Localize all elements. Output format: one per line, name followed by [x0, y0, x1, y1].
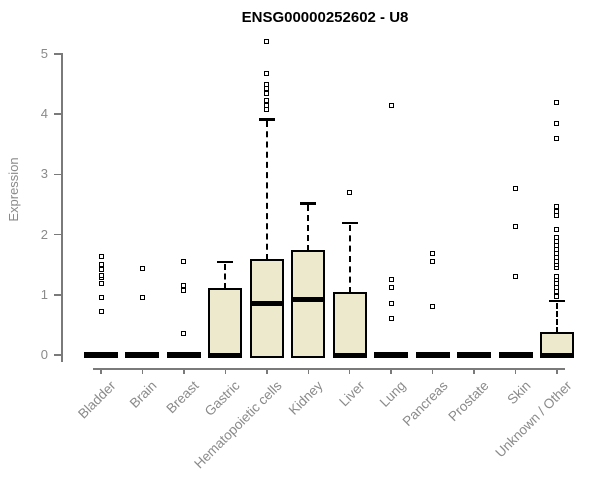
x-tick-mark	[266, 368, 268, 374]
boxplot-flat-box	[498, 352, 533, 358]
boxplot-box	[249, 258, 284, 358]
x-axis-line	[93, 368, 565, 370]
x-tick-mark	[431, 368, 434, 374]
boxplot-flat-box	[125, 352, 160, 358]
outlier-point	[388, 285, 394, 291]
outlier-point	[139, 294, 145, 300]
x-tick-mark	[307, 368, 309, 374]
whisker-line	[224, 263, 227, 289]
y-tick-label: 3	[40, 166, 48, 182]
outlier-point	[98, 262, 104, 268]
outlier-point	[264, 107, 270, 113]
y-tick-mark	[54, 173, 61, 176]
outlier-point	[98, 281, 104, 287]
outlier-point	[554, 120, 560, 126]
y-tick-label: 4	[40, 106, 48, 122]
whisker-cap	[300, 202, 317, 205]
x-tick-mark	[100, 368, 102, 374]
outlier-point	[430, 304, 436, 310]
median-line	[291, 296, 326, 302]
boxplot-flat-box	[374, 352, 409, 358]
x-tick-mark	[224, 368, 227, 374]
outlier-point	[98, 295, 104, 301]
outlier-point	[139, 265, 145, 271]
outlier-point	[98, 309, 104, 315]
outlier-point	[554, 227, 560, 233]
outlier-point	[181, 288, 187, 294]
outlier-point	[98, 253, 104, 259]
boxplot-flat-box	[457, 352, 492, 358]
outlier-point	[430, 259, 436, 265]
x-tick-mark	[390, 368, 392, 374]
y-tick-mark	[54, 233, 61, 236]
boxplot-flat-box	[84, 352, 118, 358]
outlier-point	[430, 251, 436, 257]
outlier-point	[181, 331, 187, 337]
outlier-point	[264, 97, 270, 103]
outlier-point	[98, 267, 104, 273]
x-tick-mark	[348, 368, 351, 374]
outlier-point	[554, 274, 560, 280]
outlier-point	[98, 273, 104, 279]
whisker-line	[348, 224, 351, 293]
outlier-point	[388, 277, 394, 283]
median-line	[249, 300, 284, 306]
x-tick-mark	[514, 368, 517, 374]
whisker-line	[307, 205, 310, 252]
outlier-point	[513, 274, 518, 280]
outlier-point	[554, 235, 560, 241]
whisker-cap	[258, 118, 275, 121]
boxplot-box	[332, 291, 367, 358]
outlier-point	[513, 224, 518, 230]
whisker-line	[555, 302, 558, 333]
y-axis-line	[61, 53, 63, 362]
outlier-point	[554, 203, 560, 209]
outlier-point	[388, 316, 394, 322]
whisker-cap	[548, 299, 565, 303]
y-tick-label: 5	[40, 46, 48, 61]
y-tick-mark	[54, 113, 61, 115]
x-tick-mark	[141, 368, 144, 374]
boxplot-box	[291, 250, 326, 358]
y-tick-label: 2	[40, 226, 48, 242]
outlier-point	[513, 185, 518, 191]
whisker-cap	[341, 221, 358, 225]
x-tick-mark	[556, 368, 558, 374]
x-tick-mark	[473, 368, 475, 374]
boxplot-box	[208, 287, 243, 358]
y-tick-label: 0	[40, 347, 48, 362]
outlier-point	[554, 99, 560, 105]
y-tick-mark	[54, 294, 61, 296]
outlier-point	[388, 300, 394, 306]
outlier-point	[264, 81, 270, 87]
y-tick-mark	[54, 53, 61, 55]
chart-title: ENSG00000252602 - U8	[241, 9, 409, 26]
outlier-point	[264, 39, 270, 45]
median-line	[539, 352, 574, 358]
boxplot-flat-box	[415, 352, 450, 358]
y-tick-mark	[54, 354, 61, 356]
median-line	[332, 352, 367, 358]
outlier-point	[554, 208, 560, 214]
outlier-point	[388, 102, 394, 108]
outlier-point	[264, 102, 270, 108]
whisker-cap	[217, 260, 234, 264]
y-tick-label: 1	[40, 286, 48, 302]
outlier-point	[181, 282, 187, 288]
x-tick-mark	[183, 368, 185, 374]
median-line	[208, 352, 243, 358]
whisker-line	[265, 121, 268, 260]
outlier-point	[181, 258, 187, 264]
outlier-point	[347, 189, 353, 195]
outlier-point	[554, 135, 560, 141]
boxplot-flat-box	[166, 352, 201, 358]
outlier-point	[264, 86, 270, 92]
outlier-point	[264, 70, 270, 76]
